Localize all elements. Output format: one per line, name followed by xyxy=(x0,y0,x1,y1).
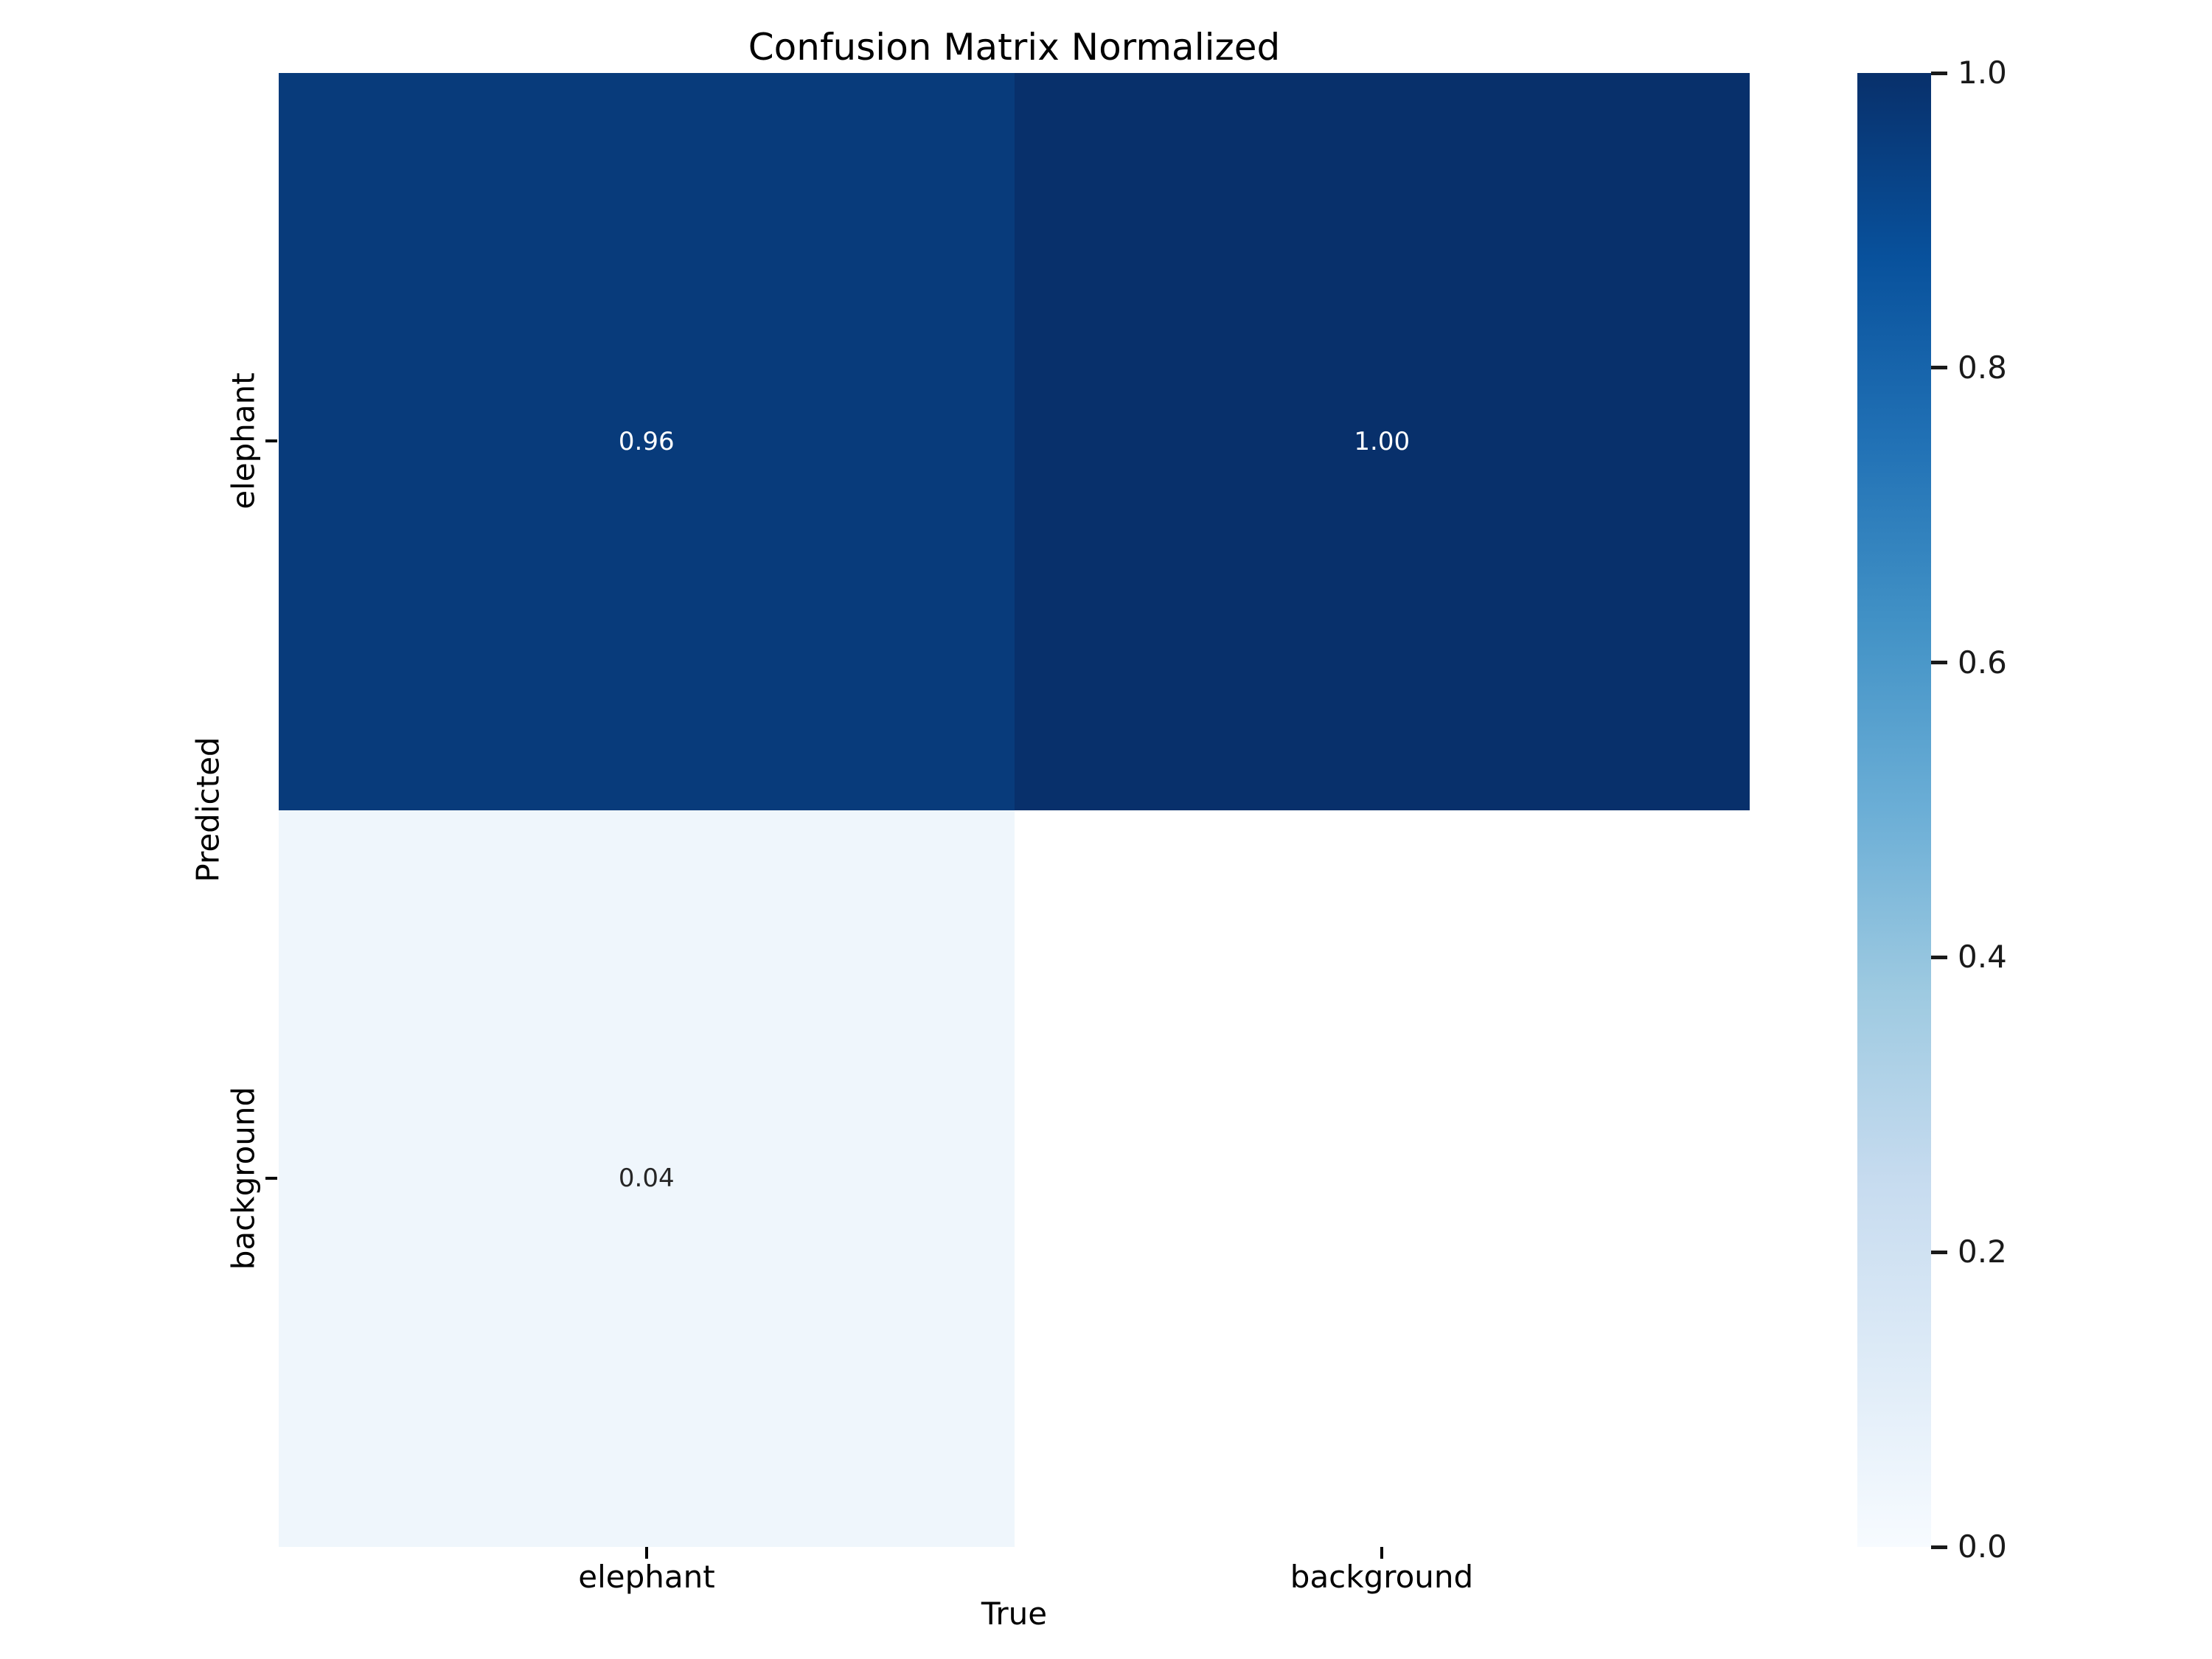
colorbar-tick: 0.4 xyxy=(1931,942,2007,973)
cell-value: 1.00 xyxy=(1354,426,1411,456)
colorbar-tick: 0.2 xyxy=(1931,1237,2007,1267)
colorbar-ticks: 1.0 0.8 0.6 0.4 0.2 0.0 xyxy=(1931,58,2152,1562)
y-tick-mark xyxy=(265,1177,277,1180)
colorbar-tick-mark xyxy=(1931,71,1947,75)
x-tick-label-background: background xyxy=(1290,1559,1474,1595)
heatmap-cell-elephant-elephant: 0.96 xyxy=(279,73,1015,810)
colorbar-tick: 1.0 xyxy=(1931,58,2007,88)
x-axis-label: True xyxy=(981,1596,1048,1632)
y-tick-mark xyxy=(265,439,277,442)
colorbar-tick-mark xyxy=(1931,1250,1947,1254)
colorbar-tick-label: 0.6 xyxy=(1958,644,2007,681)
x-tick-mark xyxy=(645,1547,648,1559)
colorbar-tick: 0.0 xyxy=(1931,1531,2007,1562)
colorbar-tick-mark xyxy=(1931,366,1947,370)
cell-value: 0.04 xyxy=(618,1164,675,1194)
x-tick-mark xyxy=(1380,1547,1383,1559)
colorbar-tick-label: 0.2 xyxy=(1958,1234,2007,1270)
y-tick-label-background: background xyxy=(225,1086,262,1270)
heatmap-cell-elephant-background: 1.00 xyxy=(1014,73,1750,810)
colorbar-tick: 0.8 xyxy=(1931,352,2007,383)
heatmap-cell-background-elephant: 0.04 xyxy=(279,810,1015,1547)
heatmap-grid: 0.96 1.00 0.04 xyxy=(279,73,1750,1547)
colorbar-gradient xyxy=(1857,73,1931,1547)
colorbar-tick-label: 0.4 xyxy=(1958,939,2007,975)
colorbar-tick-mark xyxy=(1931,1545,1947,1549)
x-tick-label-elephant: elephant xyxy=(578,1559,715,1595)
colorbar-tick: 0.6 xyxy=(1931,647,2007,678)
colorbar-tick-mark xyxy=(1931,955,1947,959)
chart-title: Confusion Matrix Normalized xyxy=(748,26,1281,69)
colorbar-tick-label: 0.0 xyxy=(1958,1528,2007,1565)
heatmap-cell-background-background xyxy=(1014,810,1750,1547)
y-tick-label-elephant: elephant xyxy=(225,372,262,509)
colorbar-tick-label: 0.8 xyxy=(1958,349,2007,386)
colorbar-tick-mark xyxy=(1931,661,1947,665)
colorbar-tick-label: 1.0 xyxy=(1958,55,2007,91)
y-axis-label: Predicted xyxy=(189,737,226,883)
cell-value: 0.96 xyxy=(618,426,675,456)
